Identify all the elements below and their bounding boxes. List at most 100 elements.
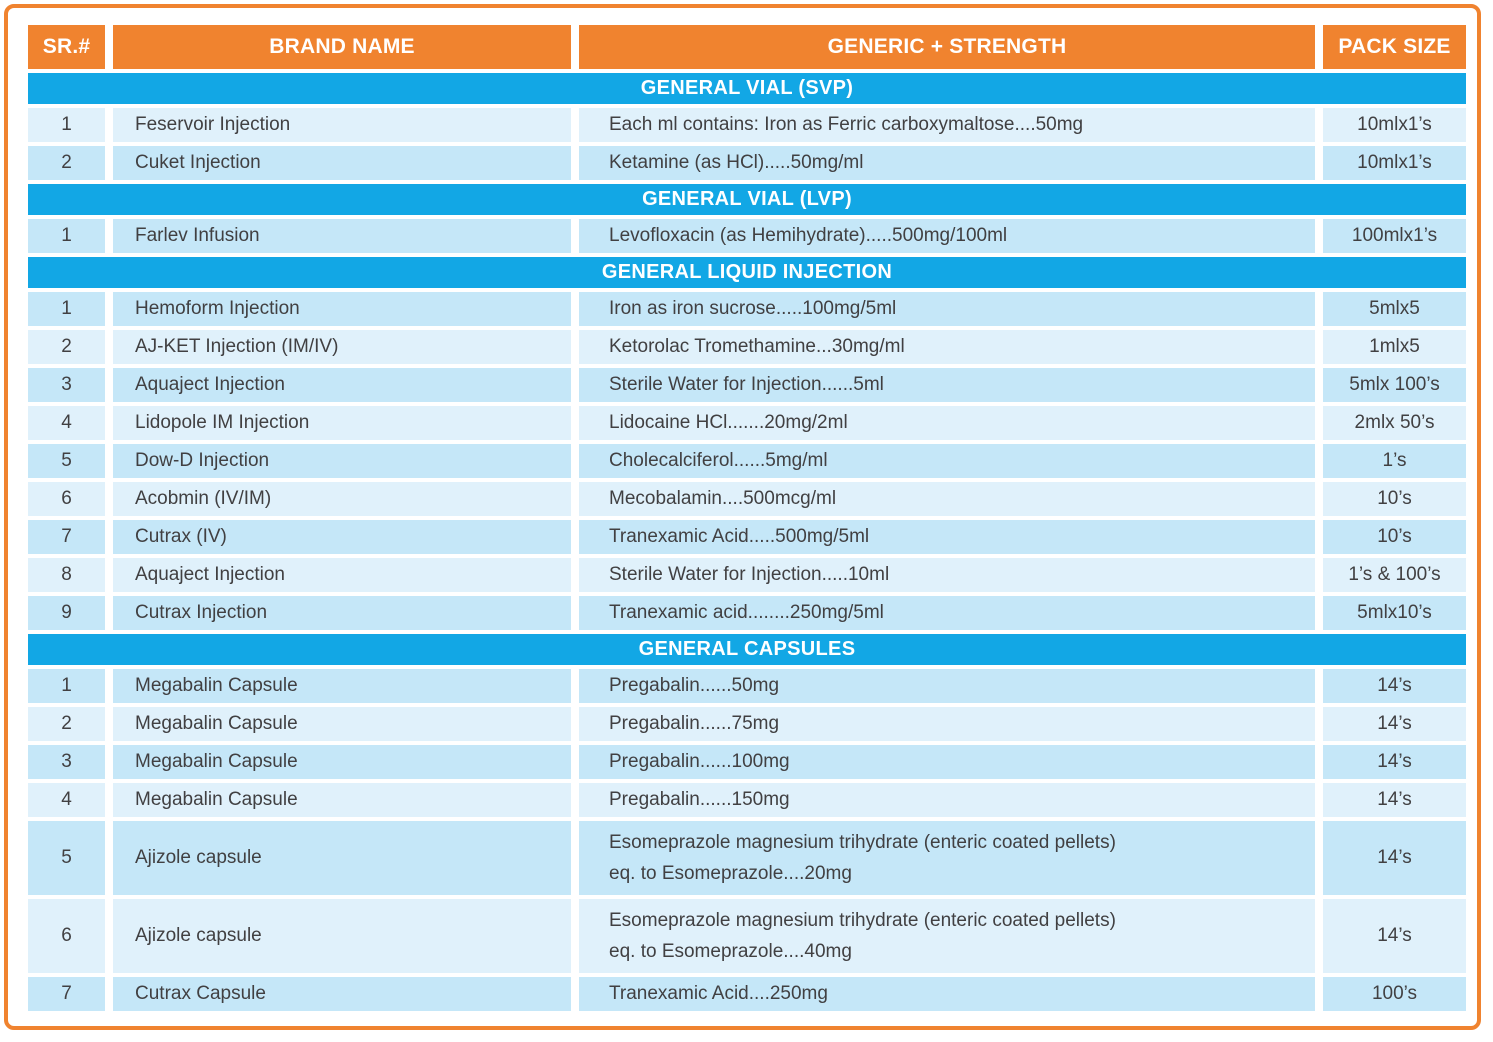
pack-cell: 100mlx1’s [1323,219,1466,253]
generic-cell: Tranexamic Acid....250mg [579,977,1315,1011]
table-row: 6 Ajizole capsule Esomeprazole magnesium t… [28,899,1466,973]
table-row: 5 Dow-D Injection Cholecalciferol......5mg… [28,444,1466,478]
pack-cell: 1mlx5 [1323,330,1466,364]
generic-cell: Levofloxacin (as Hemihydrate).....500mg/… [579,219,1315,253]
pack-cell: 14’s [1323,821,1466,895]
table-row: 3 Aquaject Injection Sterile Water for Inj… [28,368,1466,402]
generic-cell: Lidocaine HCl.......20mg/2ml [579,406,1315,440]
sr-cell: 9 [28,596,105,630]
sr-cell: 2 [28,707,105,741]
generic-cell: Tranexamic Acid.....500mg/5ml [579,520,1315,554]
brand-cell: Feservoir Injection [113,108,571,142]
sr-cell: 2 [28,330,105,364]
product-table: SR.# BRAND NAME GENERIC + STRENGTH PACK … [28,25,1466,1011]
section-header: GENERAL CAPSULES [28,634,1466,665]
brand-cell: Megabalin Capsule [113,707,571,741]
generic-cell: Esomeprazole magnesium trihydrate (enter… [579,899,1315,973]
pack-cell: 1’s & 100’s [1323,558,1466,592]
generic-line: Tranexamic acid........250mg/5ml [609,602,884,623]
column-header-pack: PACK SIZE [1323,25,1466,69]
brand-cell: Megabalin Capsule [113,783,571,817]
table-row: 4 Megabalin Capsule Pregabalin......150mg 1… [28,783,1466,817]
table-row: 5 Ajizole capsule Esomeprazole magnesium t… [28,821,1466,895]
sr-cell: 1 [28,292,105,326]
table-row: 1 Hemoform Injection Iron as iron sucrose.… [28,292,1466,326]
generic-line: eq. to Esomeprazole....20mg [609,863,852,884]
table-row: 2 AJ-KET Injection (IM/IV) Ketorolac Trome… [28,330,1466,364]
pack-cell: 5mlx10’s [1323,596,1466,630]
table-row: 7 Cutrax Capsule Tranexamic Acid....250mg 1… [28,977,1466,1011]
pack-cell: 10’s [1323,482,1466,516]
generic-cell: Esomeprazole magnesium trihydrate (enter… [579,821,1315,895]
pack-cell: 14’s [1323,669,1466,703]
generic-cell: Sterile Water for Injection......5ml [579,368,1315,402]
table-row: 6 Acobmin (IV/IM) Mecobalamin....500mcg/ml… [28,482,1466,516]
sr-cell: 2 [28,146,105,180]
generic-line: eq. to Esomeprazole....40mg [609,941,852,962]
brand-cell: Megabalin Capsule [113,745,571,779]
pack-cell: 14’s [1323,783,1466,817]
pack-cell: 14’s [1323,745,1466,779]
generic-cell: Cholecalciferol......5mg/ml [579,444,1315,478]
generic-cell: Mecobalamin....500mcg/ml [579,482,1315,516]
pack-cell: 10mlx1’s [1323,108,1466,142]
brand-cell: Ajizole capsule [113,821,571,895]
generic-line: Pregabalin......50mg [609,675,780,696]
sr-cell: 6 [28,899,105,973]
generic-cell: Iron as iron sucrose.....100mg/5ml [579,292,1315,326]
column-header-generic: GENERIC + STRENGTH [579,25,1315,69]
table-row: 1 Megabalin Capsule Pregabalin......50mg 14… [28,669,1466,703]
generic-cell: Ketorolac Tromethamine...30mg/ml [579,330,1315,364]
column-header-brand: BRAND NAME [113,25,571,69]
table-row: 1 Farlev Infusion Levofloxacin (as Hemihyd… [28,219,1466,253]
pack-cell: 10mlx1’s [1323,146,1466,180]
pack-cell: 5mlx5 [1323,292,1466,326]
generic-line: Cholecalciferol......5mg/ml [609,450,828,471]
pack-cell: 14’s [1323,707,1466,741]
generic-line: Tranexamic Acid....250mg [609,983,828,1004]
pack-cell: 100’s [1323,977,1466,1011]
table-row: 1 Feservoir Injection Each ml contains: Ir… [28,108,1466,142]
brand-cell: Cutrax Capsule [113,977,571,1011]
sr-cell: 1 [28,108,105,142]
generic-line: Sterile Water for Injection.....10ml [609,564,890,585]
sr-cell: 8 [28,558,105,592]
generic-cell: Pregabalin......100mg [579,745,1315,779]
generic-cell: Pregabalin......50mg [579,669,1315,703]
generic-line: Each ml contains: Iron as Ferric carboxy… [609,114,1084,135]
sr-cell: 3 [28,368,105,402]
generic-line: Esomeprazole magnesium trihydrate (enter… [609,910,1116,931]
generic-line: Tranexamic Acid.....500mg/5ml [609,526,870,547]
brand-cell: Aquaject Injection [113,368,571,402]
section-header: GENERAL LIQUID INJECTION [28,257,1466,288]
section-header: GENERAL VIAL (LVP) [28,184,1466,215]
generic-line: Pregabalin......100mg [609,751,790,772]
table-row: 3 Megabalin Capsule Pregabalin......100mg 1… [28,745,1466,779]
generic-line: Sterile Water for Injection......5ml [609,374,884,395]
table-row: 8 Aquaject Injection Sterile Water for Inj… [28,558,1466,592]
sr-cell: 5 [28,821,105,895]
sr-cell: 5 [28,444,105,478]
generic-line: Lidocaine HCl.......20mg/2ml [609,412,848,433]
generic-cell: Ketamine (as HCl).....50mg/ml [579,146,1315,180]
brand-cell: Dow-D Injection [113,444,571,478]
sr-cell: 1 [28,669,105,703]
generic-cell: Each ml contains: Iron as Ferric carboxy… [579,108,1315,142]
generic-cell: Tranexamic acid........250mg/5ml [579,596,1315,630]
brand-cell: Hemoform Injection [113,292,571,326]
generic-cell: Sterile Water for Injection.....10ml [579,558,1315,592]
generic-cell: Pregabalin......75mg [579,707,1315,741]
sr-cell: 7 [28,520,105,554]
brand-cell: Farlev Infusion [113,219,571,253]
page-border [4,4,1481,1030]
sr-cell: 3 [28,745,105,779]
generic-line: Levofloxacin (as Hemihydrate).....500mg/… [609,225,1008,246]
generic-line: Pregabalin......75mg [609,713,780,734]
table-row: 2 Megabalin Capsule Pregabalin......75mg 14… [28,707,1466,741]
sr-cell: 1 [28,219,105,253]
generic-line: Iron as iron sucrose.....100mg/5ml [609,298,897,319]
sr-cell: 4 [28,783,105,817]
generic-line: Pregabalin......150mg [609,789,790,810]
brand-cell: Cutrax Injection [113,596,571,630]
generic-line: Mecobalamin....500mcg/ml [609,488,837,509]
